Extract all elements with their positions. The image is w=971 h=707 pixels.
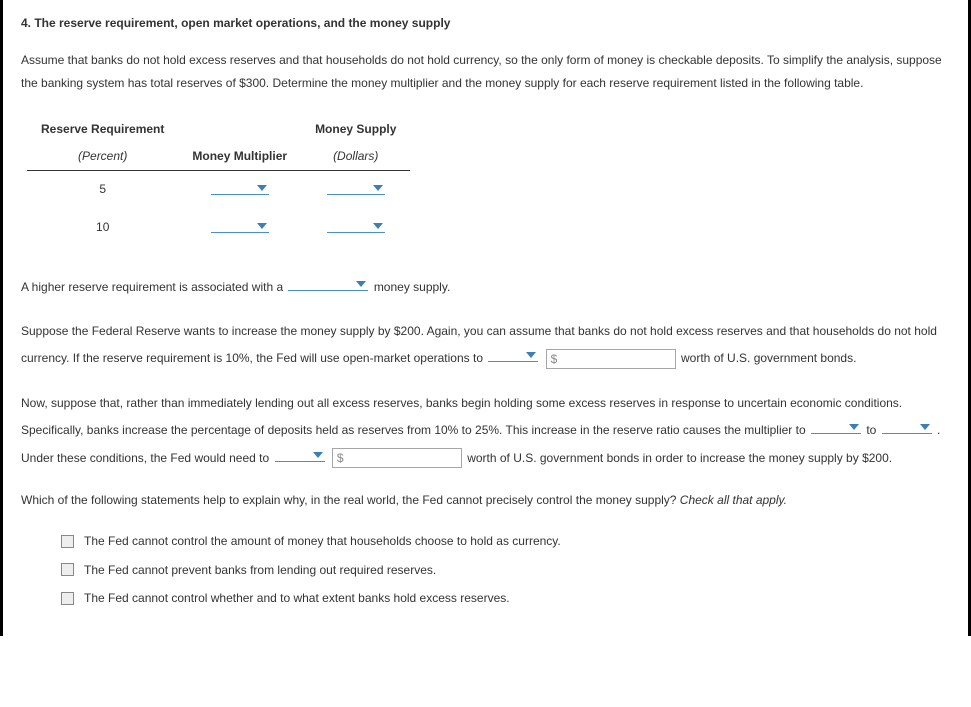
text-fragment: Which of the following statements help t…: [21, 493, 680, 507]
dropdown-buy-sell-2[interactable]: [275, 444, 325, 462]
text-fragment: Now, suppose that, rather than immediate…: [21, 396, 902, 437]
table-row: 5: [27, 170, 410, 208]
checkbox-row-1: The Fed cannot control the amount of mon…: [61, 530, 950, 553]
cell-percent-1: 5: [27, 170, 178, 208]
checkbox-3[interactable]: [61, 592, 74, 605]
checkbox-1[interactable]: [61, 535, 74, 548]
chevron-down-icon: [257, 223, 267, 229]
checkbox-row-2: The Fed cannot prevent banks from lendin…: [61, 559, 950, 582]
col-sub-percent: (Percent): [27, 143, 178, 170]
table-row: 10: [27, 209, 410, 247]
paragraph-now-suppose: Now, suppose that, rather than immediate…: [21, 390, 950, 471]
intro-paragraph: Assume that banks do not hold excess res…: [21, 49, 950, 95]
dropdown-supply-1[interactable]: [327, 177, 385, 195]
checkbox-row-3: The Fed cannot control whether and to wh…: [61, 587, 950, 610]
dropdown-higher-lower[interactable]: [288, 273, 368, 291]
col-header-reserve: Reserve Requirement: [27, 116, 178, 143]
chevron-down-icon: [356, 281, 366, 287]
checkbox-label-1: The Fed cannot control the amount of mon…: [84, 530, 561, 553]
col-sub-dollars: (Dollars): [301, 143, 410, 170]
chevron-down-icon: [373, 185, 383, 191]
checkbox-2[interactable]: [61, 563, 74, 576]
dropdown-multiplier-value[interactable]: [882, 416, 932, 434]
question-which-statements: Which of the following statements help t…: [21, 489, 950, 512]
text-fragment: worth of U.S. government bonds in order …: [467, 451, 892, 465]
dropdown-multiplier-direction[interactable]: [811, 416, 861, 434]
text-fragment: money supply.: [374, 280, 450, 294]
paragraph-fed-increase: Suppose the Federal Reserve wants to inc…: [21, 318, 950, 372]
chevron-down-icon: [920, 424, 930, 430]
checkbox-label-3: The Fed cannot control whether and to wh…: [84, 587, 510, 610]
reserve-table: Reserve Requirement Money Supply (Percen…: [27, 116, 410, 246]
sentence-higher-reserve: A higher reserve requirement is associat…: [21, 273, 950, 300]
dropdown-multiplier-1[interactable]: [211, 177, 269, 195]
chevron-down-icon: [849, 424, 859, 430]
text-fragment: to: [866, 423, 879, 437]
dropdown-supply-2[interactable]: [327, 215, 385, 233]
dropdown-multiplier-2[interactable]: [211, 215, 269, 233]
input-dollar-2[interactable]: $: [332, 448, 462, 468]
chevron-down-icon: [257, 185, 267, 191]
dropdown-buy-sell-1[interactable]: [488, 344, 538, 362]
col-header-spacer: [178, 116, 301, 143]
input-dollar-1[interactable]: $: [546, 349, 676, 369]
text-fragment: A higher reserve requirement is associat…: [21, 280, 286, 294]
chevron-down-icon: [526, 352, 536, 358]
checkbox-label-2: The Fed cannot prevent banks from lendin…: [84, 559, 436, 582]
chevron-down-icon: [373, 223, 383, 229]
col-header-money-supply: Money Supply: [301, 116, 410, 143]
cell-percent-2: 10: [27, 209, 178, 247]
chevron-down-icon: [313, 452, 323, 458]
question-title: 4. The reserve requirement, open market …: [21, 12, 950, 35]
text-fragment-italic: Check all that apply.: [680, 493, 787, 507]
col-header-multiplier: Money Multiplier: [178, 143, 301, 170]
text-fragment: worth of U.S. government bonds.: [681, 351, 856, 365]
